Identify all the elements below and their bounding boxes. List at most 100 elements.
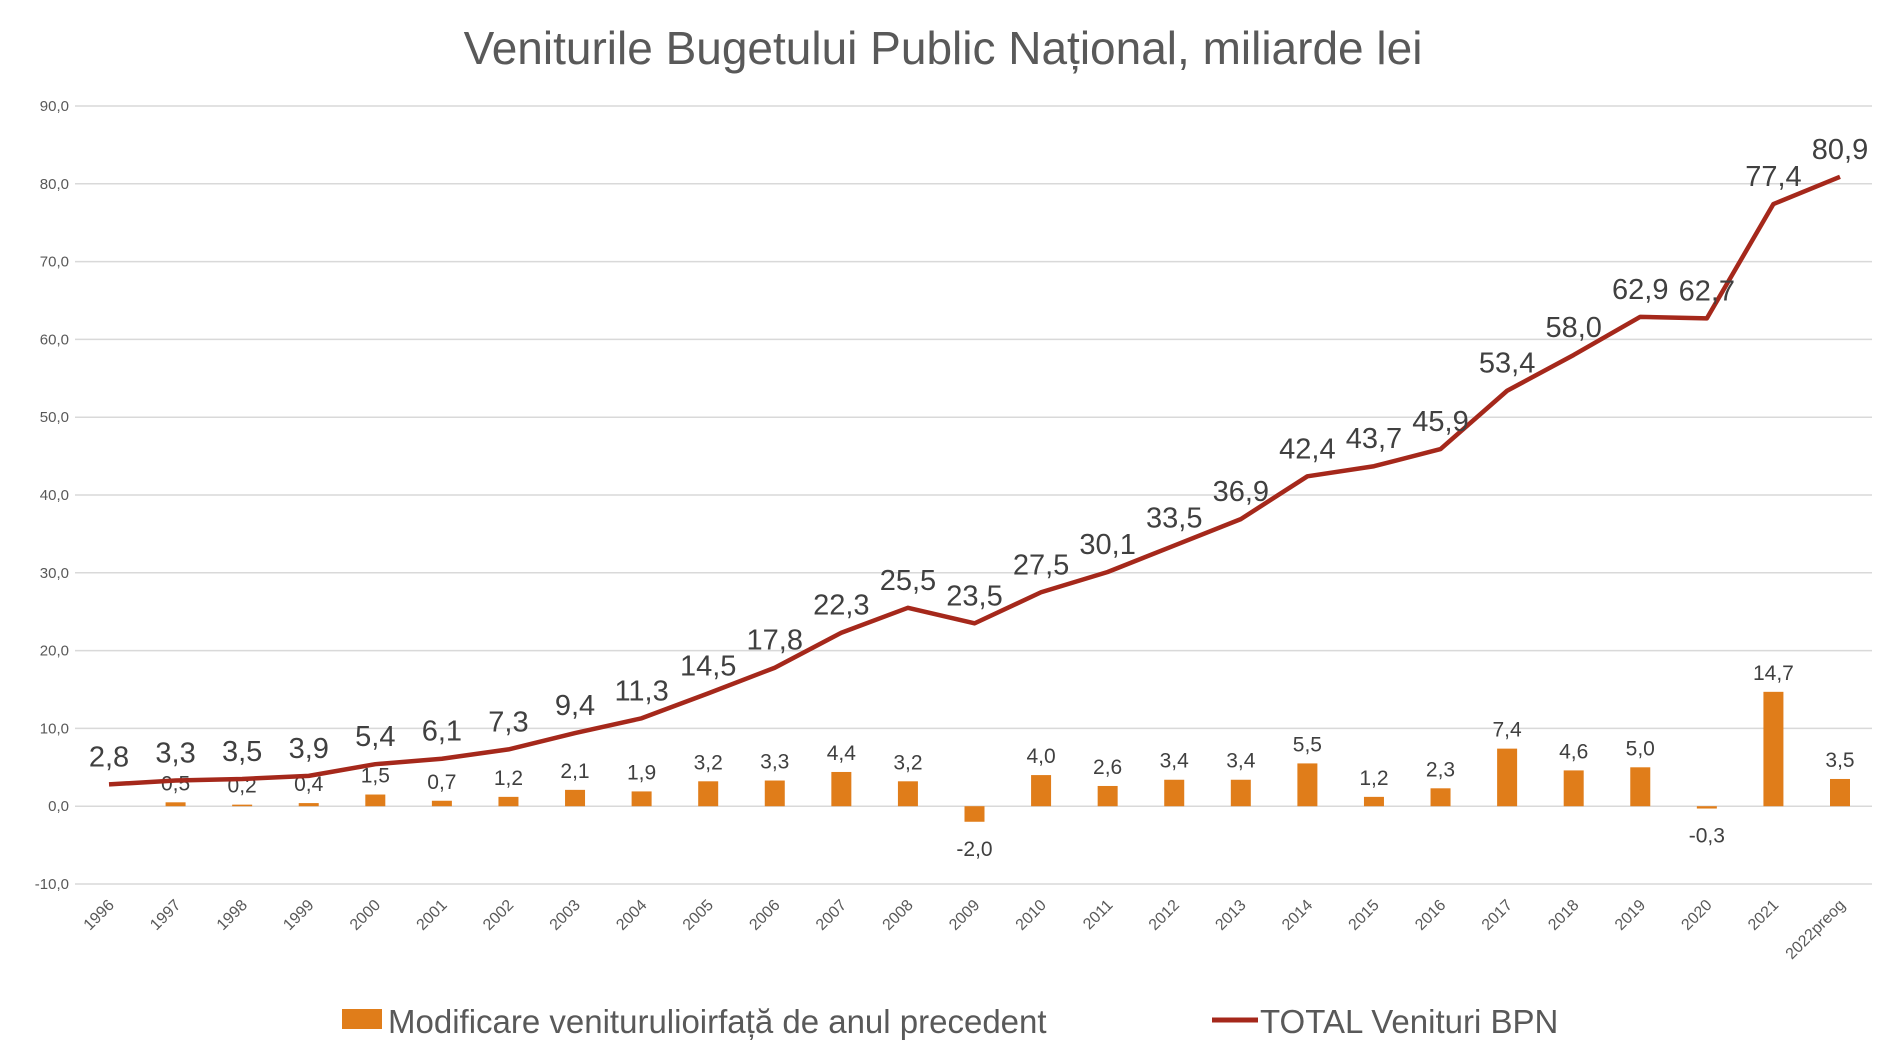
bar: [1297, 763, 1318, 807]
y-tick-label: 20,0: [40, 643, 69, 660]
legend-line-label: TOTAL Venituri BPN: [1260, 1003, 1558, 1040]
bar-data-label: 2,3: [1426, 758, 1455, 781]
bar-data-label: 0,7: [427, 771, 456, 794]
bar-data-label: 3,3: [760, 751, 789, 774]
x-tick-label: 2006: [746, 897, 783, 934]
line-data-label: 22,3: [813, 590, 869, 622]
bar-labels: 0,5 0,2 0,4 1,5 0,7 1,2 2,1 1,9 3,2 3,3 4,4 3,2-2,0…: [161, 662, 1855, 861]
line-data-label: 77,4: [1745, 161, 1801, 193]
line-labels: 2,8 3,3 3,5 3,9 5,4 6,1 7,3 9,4 11,3 14,5 17,8 22,3…: [89, 134, 1868, 774]
x-axis-ticks: 1996 1997 1998 1999 2000 2001 2002 2003 2004 2005…: [81, 897, 1849, 963]
bar: [1497, 748, 1518, 807]
y-tick-label: 70,0: [40, 254, 69, 271]
bar-data-label: 5,5: [1293, 733, 1322, 756]
x-tick-label: 1997: [147, 897, 184, 934]
y-tick-label: 40,0: [40, 487, 69, 504]
bar-data-label: 1,2: [1359, 767, 1388, 790]
chart-title: Veniturile Bugetului Public Național, mi…: [464, 22, 1423, 74]
bar: [498, 796, 519, 807]
bar: [365, 794, 386, 807]
bar: [1363, 796, 1384, 807]
x-tick-label: 2007: [813, 897, 850, 934]
bar-data-label: 2,1: [560, 760, 589, 783]
bar-data-label: 3,2: [893, 751, 922, 774]
x-tick-label: 1999: [280, 897, 317, 934]
x-tick-label: 2019: [1612, 897, 1649, 934]
line-data-label: 45,9: [1412, 406, 1468, 438]
bar-series: [165, 691, 1850, 822]
line-data-label: 3,3: [155, 738, 195, 770]
bar: [431, 800, 452, 807]
bar: [1164, 779, 1185, 807]
line-data-label: 3,9: [289, 733, 329, 765]
bar-data-label: 3,4: [1226, 750, 1256, 773]
line-series: [108, 174, 1841, 787]
bar-data-label: 1,5: [361, 765, 390, 788]
bar-data-label: 0,5: [161, 772, 190, 795]
x-tick-label: 2022preog: [1783, 897, 1849, 963]
line-data-label: 80,9: [1812, 134, 1868, 166]
bar-data-label: 1,9: [627, 761, 656, 784]
bar-data-label: 14,7: [1753, 662, 1794, 685]
x-tick-label: 2003: [547, 897, 584, 934]
line-data-label: 17,8: [747, 625, 803, 657]
bar: [1763, 691, 1784, 807]
x-tick-label: 1996: [81, 897, 118, 934]
x-tick-label: 2001: [414, 897, 451, 934]
x-tick-label: 2017: [1479, 897, 1516, 934]
line-data-label: 14,5: [680, 650, 736, 682]
x-tick-label: 2000: [347, 897, 384, 934]
bar-data-label: 5,0: [1626, 737, 1655, 760]
x-tick-label: 2016: [1412, 897, 1449, 934]
bar: [1230, 779, 1251, 807]
line-data-label: 43,7: [1346, 423, 1402, 455]
bar: [298, 803, 319, 807]
bar-data-label: -2,0: [956, 838, 992, 861]
bar-data-label: 3,2: [694, 751, 723, 774]
legend-bar-swatch: [342, 1009, 382, 1029]
x-tick-label: 2013: [1212, 897, 1249, 934]
line-data-label: 42,4: [1279, 433, 1335, 465]
bar: [831, 771, 852, 807]
bar: [764, 780, 785, 807]
line-data-label: 30,1: [1079, 529, 1135, 561]
x-tick-label: 2020: [1678, 897, 1715, 934]
bar: [1830, 778, 1850, 807]
line-data-label: 27,5: [1013, 549, 1069, 581]
y-tick-label: 10,0: [40, 720, 69, 737]
legend: Modificare veniturulioirfață de anul pre…: [342, 1003, 1558, 1040]
x-tick-label: 2015: [1346, 897, 1383, 934]
line-data-label: 62,9: [1612, 274, 1668, 306]
bar: [1097, 785, 1118, 807]
line-data-label: 7,3: [488, 706, 528, 738]
bar-data-label: 7,4: [1493, 719, 1523, 742]
line-data-label: 36,9: [1213, 476, 1269, 508]
line-data-label: 11,3: [614, 675, 668, 707]
total-line: [108, 174, 1841, 787]
x-tick-label: 2014: [1279, 897, 1316, 934]
y-tick-label: 90,0: [40, 98, 69, 115]
line-data-label: 25,5: [880, 565, 936, 597]
line-data-label: 6,1: [422, 716, 462, 748]
line-data-label: 53,4: [1479, 348, 1535, 380]
bar-data-label: 3,4: [1160, 750, 1190, 773]
y-axis-ticks: -10,0 0,0 10,0 20,0 30,0 40,0 50,0 60,0 70,0 80,0…: [35, 98, 69, 893]
x-tick-label: 2009: [946, 897, 983, 934]
x-tick-label: 2018: [1545, 897, 1582, 934]
line-data-label: 58,0: [1545, 312, 1601, 344]
bar-data-label: 4,6: [1559, 740, 1588, 763]
bar: [1031, 775, 1052, 807]
line-data-label: 62,7: [1679, 275, 1735, 307]
bar-data-label: 3,5: [1825, 749, 1854, 772]
y-tick-label: -10,0: [35, 876, 69, 893]
bar-data-label: 1,2: [494, 767, 523, 790]
bar-data-label: -0,3: [1689, 825, 1725, 848]
bar: [1696, 806, 1717, 809]
bar: [1630, 767, 1651, 807]
bar: [631, 791, 652, 807]
x-tick-label: 1998: [214, 897, 251, 934]
y-tick-label: 80,0: [40, 176, 69, 193]
y-tick-label: 0,0: [48, 798, 69, 815]
bar-data-label: 2,6: [1093, 756, 1122, 779]
